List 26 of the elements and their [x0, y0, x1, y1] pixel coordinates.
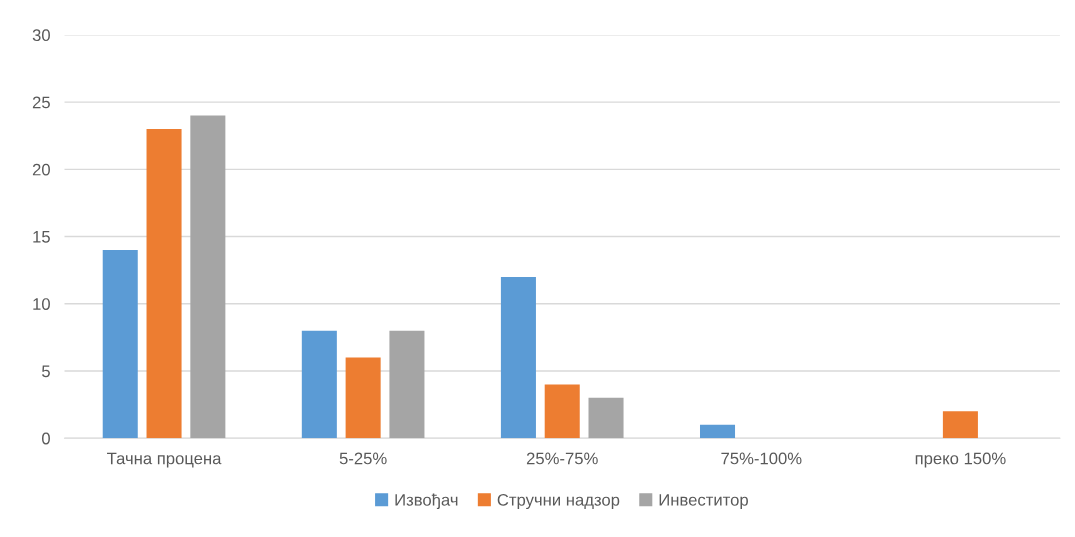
bar [588, 397, 624, 439]
bar [942, 411, 978, 439]
legend-label: Извођач [395, 493, 458, 510]
bar [301, 330, 337, 439]
bar [500, 276, 536, 439]
legend-label: Инвеститор [659, 494, 748, 510]
x-tick-label: 5-25% [339, 452, 387, 465]
bar [389, 330, 425, 439]
bar [544, 384, 580, 439]
bar [345, 357, 381, 439]
y-tick-label: 0 [41, 432, 50, 445]
y-tick-label: 10 [33, 298, 50, 310]
bar [700, 424, 736, 439]
y-tick-label: 30 [32, 29, 50, 42]
bar [146, 129, 182, 439]
bar [102, 249, 138, 439]
legend-label: Стручни надзор [497, 493, 620, 510]
x-tick-label: 25%-75% [526, 452, 598, 465]
x-tick-label: преко 150% [915, 452, 1006, 468]
y-tick-label: 15 [33, 231, 50, 243]
y-tick-label: 5 [42, 365, 50, 378]
y-tick-label: 20 [32, 163, 50, 176]
x-tick-label: 75%-100% [721, 452, 802, 465]
bar [190, 115, 226, 439]
x-tick-label: Тачна процена [107, 452, 222, 468]
y-tick-label: 25 [32, 96, 50, 109]
